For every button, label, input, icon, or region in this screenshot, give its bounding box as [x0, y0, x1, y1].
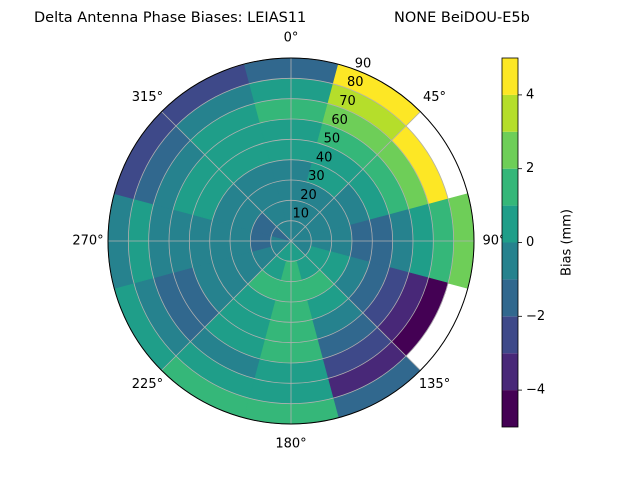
colorbar-swatch — [502, 353, 518, 391]
theta-tick-label: 315° — [132, 90, 163, 105]
colorbar-tick-label: 2 — [526, 161, 534, 176]
colorbar-swatch — [502, 390, 518, 427]
colorbar: −4 −2 0 2 4 Bias (mm) — [501, 57, 575, 428]
r-tick-label: 10 — [293, 207, 310, 222]
colorbar-swatch — [502, 131, 518, 169]
colorbar-tick-label: −2 — [526, 309, 545, 324]
colorbar-swatch — [502, 205, 518, 243]
theta-tick-label: 135° — [419, 377, 450, 392]
colorbar-swatch — [502, 94, 518, 132]
chart-title: Delta Antenna Phase Biases: LEIAS11 — [34, 10, 306, 26]
theta-tick-label: 45° — [423, 90, 446, 105]
r-tick-label: 20 — [300, 188, 317, 203]
grid — [107, 57, 475, 425]
colorbar-tick-label: 0 — [526, 235, 534, 250]
r-tick-label: 50 — [324, 132, 341, 147]
theta-grid-line — [290, 111, 421, 242]
r-tick-label: 70 — [339, 94, 356, 109]
r-tick-label: 60 — [331, 113, 348, 128]
colorbar-swatch — [502, 168, 518, 206]
colorbar-tick-label: −4 — [526, 383, 545, 398]
r-tick-label: 40 — [316, 150, 333, 165]
colorbar-swatch — [502, 279, 518, 317]
theta-tick-label: 180° — [275, 437, 306, 452]
theta-grid-line — [161, 111, 292, 242]
theta-grid-line — [161, 240, 292, 371]
colorbar-tick-label: 4 — [526, 87, 534, 102]
theta-tick-label: 225° — [132, 377, 163, 392]
theta-tick-label: 270° — [72, 234, 103, 249]
colorbar-swatch — [502, 58, 518, 95]
colorbar-label: Bias (mm) — [560, 209, 575, 276]
r-tick-label: 80 — [347, 75, 364, 90]
theta-tick-label: 0° — [284, 31, 299, 46]
theta-grid-line — [290, 240, 421, 371]
r-tick-label: 90 — [355, 56, 372, 71]
colorbar-swatch — [502, 242, 518, 280]
r-tick-label: 30 — [308, 169, 325, 184]
chart-subtitle: NONE BeiDOU-E5b — [394, 10, 530, 26]
axis-labels: 10 20 30 40 50 60 70 80 90 0° 45° 90° 135° 180° 225° 27… — [72, 31, 505, 452]
theta-tick-label: 90° — [482, 234, 505, 249]
colorbar-swatch — [502, 316, 518, 354]
polar-frame — [107, 57, 475, 425]
